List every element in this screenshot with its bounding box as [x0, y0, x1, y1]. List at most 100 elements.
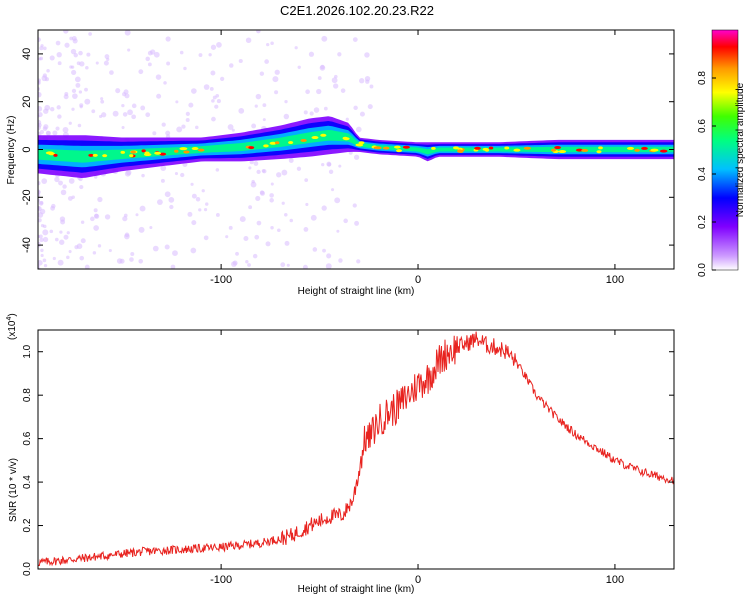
- spectrogram-ylabel: Frequency (Hz): [6, 116, 17, 185]
- spectrogram-noise-cell: [321, 162, 325, 167]
- spectrogram-noise-cell: [269, 198, 274, 203]
- spectrogram-noise-cell: [253, 161, 259, 166]
- spectrogram-noise-cell: [63, 94, 69, 100]
- spectrogram-noise-cell: [215, 93, 220, 98]
- spectrogram-noise-cell: [201, 189, 205, 193]
- spectrogram-noise-cell: [41, 75, 48, 82]
- figure-title: C2E1.2026.102.20.23.R22: [280, 3, 434, 18]
- spectrogram-noise-cell: [43, 263, 48, 268]
- spectrogram-noise-cell: [281, 169, 288, 176]
- spectrogram-peak-cell: [581, 148, 589, 152]
- spectrogram-xtick-label: -100: [210, 274, 232, 286]
- spectrogram-noise-cell: [305, 202, 309, 207]
- spectrogram-peak-cell: [197, 148, 205, 152]
- spectrogram-noise-cell: [39, 237, 44, 243]
- spectrogram-noise-cell: [248, 166, 252, 170]
- spectrogram-noise-cell: [235, 251, 239, 256]
- spectrogram-noise-cell: [100, 99, 105, 104]
- spectrogram-noise-cell: [60, 189, 67, 196]
- spectrogram-noise-cell: [97, 244, 102, 248]
- spectrogram-noise-cell: [75, 82, 81, 88]
- spectrogram-noise-cell: [145, 112, 151, 118]
- spectrogram-peak-cell: [300, 138, 307, 142]
- spectrogram-peak-cell: [634, 148, 640, 152]
- spectrogram-noise-cell: [86, 52, 91, 57]
- colorbar-tick-label: 0.6: [697, 119, 708, 133]
- spectrogram-noise-cell: [172, 250, 178, 257]
- spectrogram-peak-cell: [383, 146, 390, 150]
- spectrogram-noise-cell: [57, 61, 62, 66]
- spectrogram-noise-cell: [165, 36, 171, 42]
- spectrogram-noise-cell: [322, 248, 326, 253]
- spectrogram-noise-cell: [58, 180, 63, 186]
- spectrogram-noise-cell: [168, 197, 175, 203]
- spectrogram-peak-cell: [575, 148, 584, 152]
- spectrogram-noise-cell: [284, 99, 288, 104]
- spectrogram-peak-cell: [191, 147, 199, 151]
- spectrogram-peak-cell: [269, 141, 277, 145]
- spectrogram-noise-cell: [122, 112, 128, 117]
- spectrogram-noise-cell: [115, 88, 121, 94]
- spectrogram-noise-cell: [294, 46, 298, 50]
- spectrogram-noise-cell: [308, 51, 315, 57]
- snr-ytick-label: 0.8: [22, 388, 33, 402]
- spectrogram-noise-cell: [264, 59, 269, 64]
- spectrogram-peak-cell: [355, 143, 364, 147]
- spectrogram-noise-cell: [305, 89, 310, 95]
- snr-scale-label: (x104): [6, 313, 18, 340]
- spectrogram-noise-cell: [325, 263, 332, 269]
- spectrogram-noise-cell: [39, 46, 44, 51]
- spectrogram-noise-cell: [225, 235, 229, 239]
- spectrogram-noise-cell: [124, 30, 131, 36]
- spectrogram-noise-cell: [77, 123, 82, 128]
- spectrogram-noise-cell: [254, 104, 258, 108]
- spectrogram-noise-cell: [317, 76, 322, 80]
- spectrogram-noise-cell: [94, 175, 98, 179]
- spectrogram-noise-cell: [79, 105, 83, 109]
- spectrogram-noise-cell: [262, 103, 267, 108]
- colorbar-tick-label: 0.0: [697, 263, 708, 277]
- spectrogram-noise-cell: [71, 195, 75, 200]
- spectrogram-noise-cell: [147, 62, 152, 67]
- spectrogram-noise-cell: [39, 56, 44, 61]
- spectrogram-peak-cell: [154, 151, 162, 155]
- spectrogram-peak-cell: [431, 146, 436, 150]
- spectrogram-noise-cell: [42, 236, 49, 243]
- spectrogram-peak-cell: [650, 148, 659, 152]
- spectrogram-ytick-label: 0: [21, 146, 33, 152]
- spectrogram-noise-cell: [124, 232, 130, 238]
- spectrogram-noise-cell: [364, 76, 371, 82]
- spectrogram-noise-cell: [321, 35, 328, 42]
- spectrogram-noise-cell: [276, 172, 282, 178]
- spectrogram-noise-cell: [170, 264, 176, 269]
- spectrogram-noise-cell: [369, 84, 374, 89]
- spectrogram-peak-cell: [358, 141, 365, 145]
- spectrogram-noise-cell: [52, 130, 58, 136]
- spectrogram-noise-cell: [210, 70, 216, 76]
- spectrogram-noise-cell: [228, 225, 233, 230]
- spectrogram-noise-cell: [284, 213, 288, 217]
- spectrogram-noise-cell: [338, 164, 342, 168]
- spectrogram-noise-cell: [259, 71, 265, 76]
- spectrogram-noise-cell: [270, 41, 274, 46]
- spectrogram-noise-cell: [239, 216, 246, 223]
- spectrogram-noise-cell: [71, 69, 77, 76]
- spectrogram-noise-cell: [73, 52, 78, 58]
- spectrogram-noise-cell: [288, 158, 294, 163]
- colorbar: 0.0 0.2 0.4 0.6 0.8 Normalized spectral ampl…: [697, 29, 746, 277]
- spectrogram-noise-cell: [38, 218, 42, 223]
- spectrogram-noise-cell: [68, 250, 72, 254]
- colorbar-ticks: 0.0 0.2 0.4 0.6 0.8: [697, 71, 716, 277]
- spectrogram-noise-cell: [337, 52, 342, 57]
- snr-frame: [37, 329, 675, 570]
- spectrogram-peak-cell: [484, 148, 489, 152]
- spectrogram-noise-cell: [42, 224, 47, 229]
- spectrogram-noise-cell: [270, 225, 274, 230]
- spectrogram-noise-cell: [79, 61, 85, 67]
- spectrogram-noise-cell: [272, 76, 279, 83]
- spectrogram-noise-cell: [309, 111, 314, 116]
- spectrogram-noise-cell: [345, 117, 349, 121]
- spectrogram-noise-cell: [180, 172, 185, 178]
- snr-xtick-label: 100: [606, 574, 624, 586]
- spectrogram-noise-cell: [367, 104, 373, 110]
